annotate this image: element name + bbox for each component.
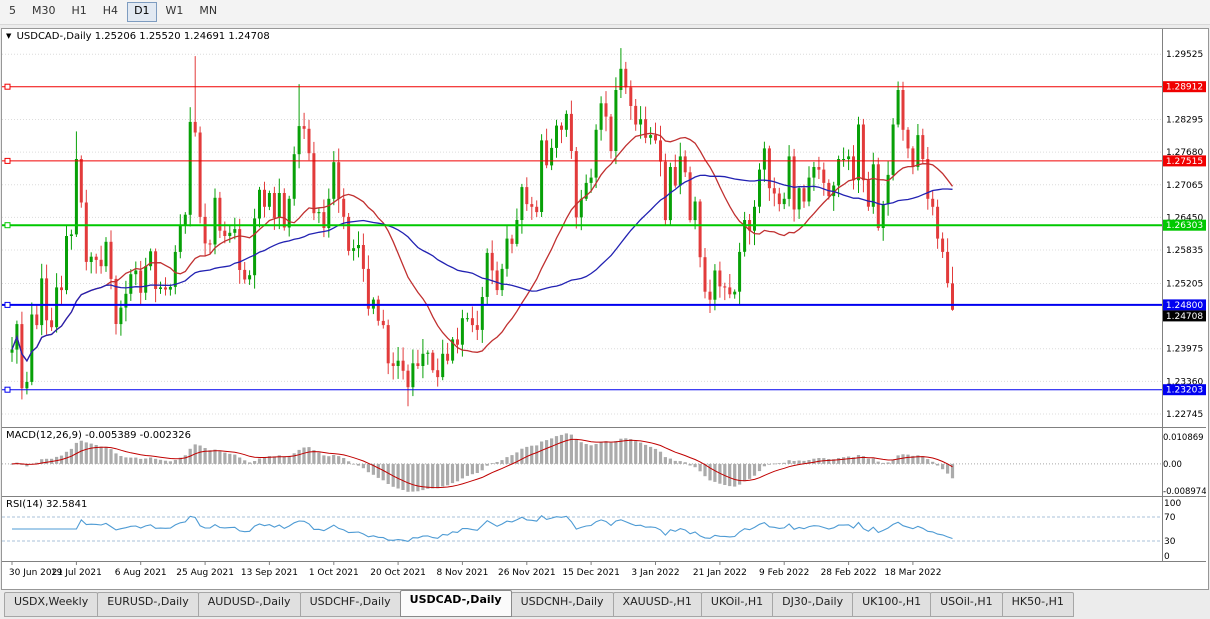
svg-text:3 Jan 2022: 3 Jan 2022 xyxy=(631,568,679,578)
svg-text:25 Aug 2021: 25 Aug 2021 xyxy=(176,568,234,578)
tab-usdchf-daily[interactable]: USDCHF-,Daily xyxy=(299,592,401,617)
svg-text:26 Nov 2021: 26 Nov 2021 xyxy=(498,568,556,578)
svg-text:9 Feb 2022: 9 Feb 2022 xyxy=(759,568,809,578)
svg-text:70: 70 xyxy=(1164,513,1176,523)
svg-text:1.26450: 1.26450 xyxy=(1166,213,1203,223)
svg-text:8 Nov 2021: 8 Nov 2021 xyxy=(436,568,488,578)
svg-text:1.27065: 1.27065 xyxy=(1166,181,1203,191)
chart-svg[interactable]: 1.29525 1.28295 1.27680 1.27065 1.26450 1.258… xyxy=(2,29,1206,587)
line-handle xyxy=(4,222,11,229)
svg-text:19 Jul 2021: 19 Jul 2021 xyxy=(51,568,102,578)
current-price-badge xyxy=(1163,310,1206,322)
timeframe-button-h1[interactable]: H1 xyxy=(71,4,87,17)
svg-text:0.010869: 0.010869 xyxy=(1163,433,1204,443)
horizontal-level-lines[interactable] xyxy=(2,83,1162,393)
macd-pane: 0.010869 0.00 -0.008974 xyxy=(2,427,1206,497)
candles xyxy=(10,48,954,407)
svg-text:1.27515: 1.27515 xyxy=(1166,157,1203,167)
tab-uk100-h1[interactable]: UK100-,H1 xyxy=(852,592,932,617)
svg-text:30: 30 xyxy=(1164,537,1176,547)
timeframe-button-d1[interactable]: D1 xyxy=(127,2,157,22)
svg-text:1.25835: 1.25835 xyxy=(1166,246,1203,256)
tab-usdcnh-daily[interactable]: USDCNH-,Daily xyxy=(510,592,614,617)
svg-text:1.29525: 1.29525 xyxy=(1166,50,1203,60)
svg-text:1.27680: 1.27680 xyxy=(1166,148,1203,158)
tab-dj30-daily[interactable]: DJ30-,Daily xyxy=(772,592,854,617)
svg-text:21 Jan 2022: 21 Jan 2022 xyxy=(693,568,747,578)
tab-hk50-h1[interactable]: HK50-,H1 xyxy=(1001,592,1074,617)
svg-text:1 Oct 2021: 1 Oct 2021 xyxy=(309,568,359,578)
svg-text:30 Jun 2021: 30 Jun 2021 xyxy=(9,568,63,578)
tab-usdx-weekly[interactable]: USDX,Weekly xyxy=(4,592,99,617)
svg-text:1.22745: 1.22745 xyxy=(1166,410,1203,420)
price-axis: 1.29525 1.28295 1.27680 1.27065 1.26450 1.258… xyxy=(1162,29,1206,562)
svg-text:100: 100 xyxy=(1164,499,1181,509)
chart-tabbar: USDX,Weekly EURUSD-,Daily AUDUSD-,Daily USD… xyxy=(0,590,1210,619)
svg-text:1.23203: 1.23203 xyxy=(1166,386,1203,396)
chart-window[interactable]: 1.29525 1.28295 1.27680 1.27065 1.26450 1.258… xyxy=(1,28,1209,590)
svg-text:1.25205: 1.25205 xyxy=(1166,280,1203,290)
svg-text:-0.008974: -0.008974 xyxy=(1163,487,1206,497)
line-handle xyxy=(4,301,11,308)
timeframe-button-m30[interactable]: M30 xyxy=(32,4,56,17)
tab-ukoil-h1[interactable]: UKOil-,H1 xyxy=(700,592,774,617)
svg-text:0: 0 xyxy=(1164,552,1170,562)
svg-text:20 Oct 2021: 20 Oct 2021 xyxy=(370,568,426,578)
svg-text:1.24708: 1.24708 xyxy=(1166,312,1203,322)
tab-audusd-daily[interactable]: AUDUSD-,Daily xyxy=(197,592,301,617)
timeframe-button-h4[interactable]: H4 xyxy=(102,4,119,17)
svg-text:1.28295: 1.28295 xyxy=(1166,116,1203,126)
tab-xauusd-h1[interactable]: XAUUSD-,H1 xyxy=(612,592,702,617)
svg-text:1.23975: 1.23975 xyxy=(1166,345,1203,355)
svg-text:13 Sep 2021: 13 Sep 2021 xyxy=(241,568,298,578)
svg-text:1.28912: 1.28912 xyxy=(1166,83,1203,93)
timeframe-button-mn[interactable]: MN xyxy=(199,4,218,17)
svg-text:15 Dec 2021: 15 Dec 2021 xyxy=(562,568,620,578)
moving-averages xyxy=(11,132,954,363)
svg-text:0.00: 0.00 xyxy=(1163,460,1182,470)
timeframe-button-5[interactable]: 5 xyxy=(9,4,16,17)
line-handle xyxy=(4,83,11,90)
svg-text:1.26303: 1.26303 xyxy=(1166,221,1203,231)
svg-text:28 Feb 2022: 28 Feb 2022 xyxy=(821,568,877,578)
line-handle xyxy=(4,386,11,393)
tab-usoil-h1[interactable]: USOil-,H1 xyxy=(930,592,1003,617)
svg-text:1.23360: 1.23360 xyxy=(1166,377,1203,387)
line-handle xyxy=(4,157,11,164)
tab-eurusd-daily[interactable]: EURUSD-,Daily xyxy=(97,592,199,617)
timeframe-toolbar: 5 M30 H1 H4 D1 W1 MN xyxy=(0,0,1210,25)
timeframe-button-w1[interactable]: W1 xyxy=(165,4,184,17)
price-grid xyxy=(2,53,1162,415)
svg-text:1.24800: 1.24800 xyxy=(1166,301,1203,311)
rsi-pane: 100 70 30 0 xyxy=(2,496,1206,562)
svg-text:6 Aug 2021: 6 Aug 2021 xyxy=(115,568,167,578)
svg-text:18 Mar 2022: 18 Mar 2022 xyxy=(884,568,941,578)
